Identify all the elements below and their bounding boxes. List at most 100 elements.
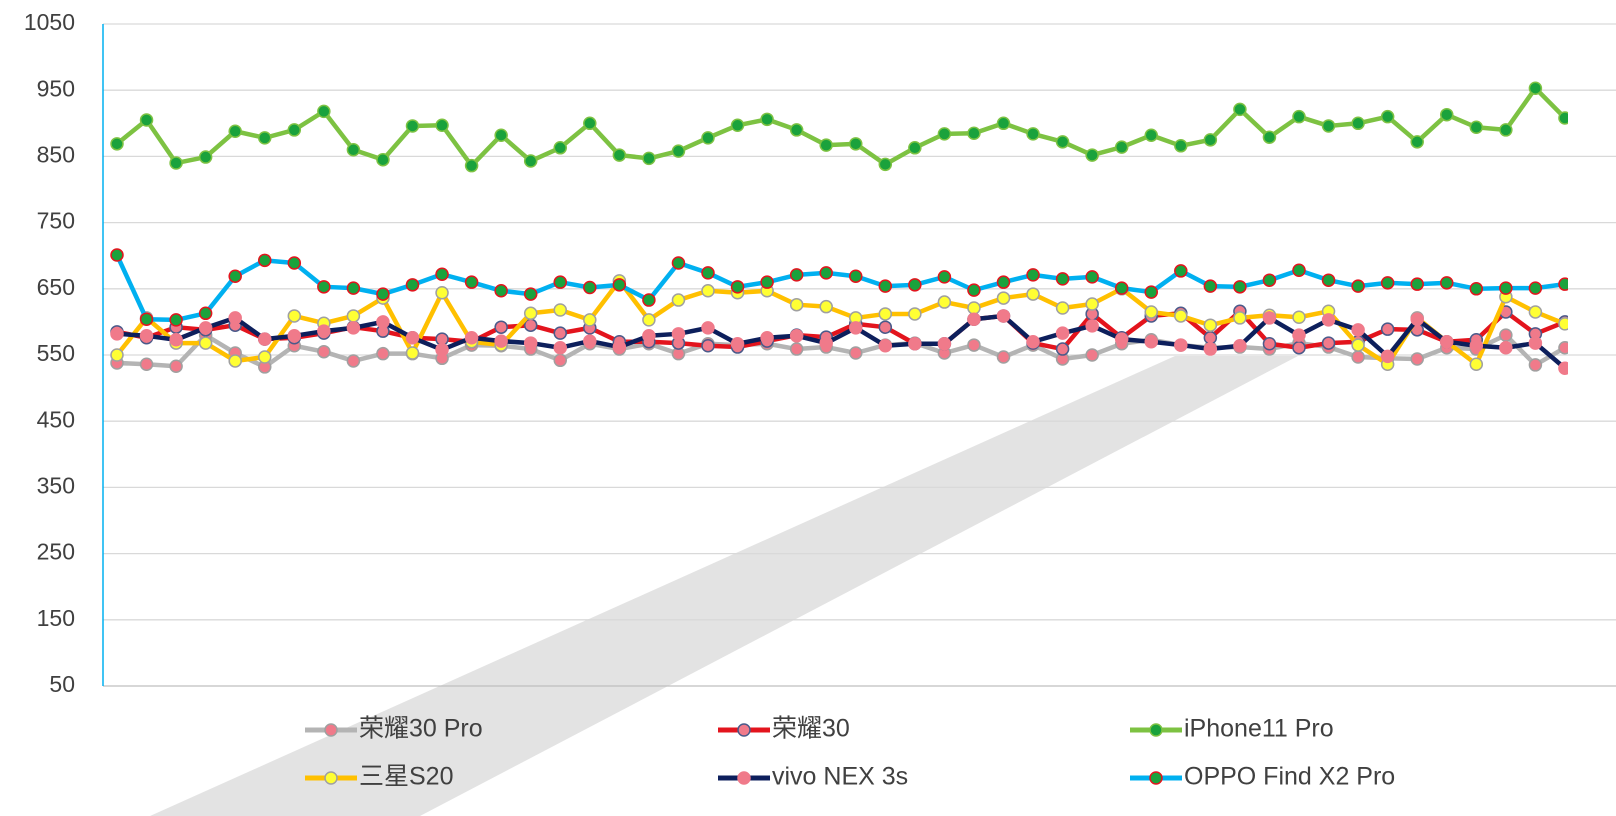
point bbox=[671, 327, 686, 341]
point bbox=[1233, 338, 1247, 353]
point bbox=[789, 297, 804, 312]
point bbox=[967, 126, 981, 140]
legend-label: 荣耀30 bbox=[772, 715, 850, 743]
point bbox=[1351, 323, 1365, 337]
point bbox=[1351, 338, 1365, 352]
point bbox=[1410, 352, 1424, 366]
point bbox=[642, 313, 656, 327]
point bbox=[701, 284, 715, 298]
point bbox=[849, 269, 863, 283]
point bbox=[228, 124, 242, 138]
point bbox=[494, 320, 508, 334]
point bbox=[169, 313, 183, 327]
point bbox=[996, 291, 1011, 305]
point bbox=[553, 303, 567, 317]
point bbox=[1233, 311, 1247, 325]
point bbox=[494, 128, 508, 142]
point bbox=[1055, 326, 1070, 340]
point bbox=[317, 324, 331, 338]
point bbox=[1262, 130, 1277, 144]
legend-label: 荣耀30 Pro bbox=[359, 715, 483, 743]
point bbox=[1026, 287, 1040, 301]
y-tick-label: 250 bbox=[37, 539, 75, 565]
point bbox=[287, 256, 302, 270]
point bbox=[1203, 318, 1218, 332]
point bbox=[730, 336, 745, 351]
point bbox=[494, 334, 508, 348]
point bbox=[1351, 116, 1365, 131]
point bbox=[553, 275, 567, 289]
point bbox=[464, 275, 479, 289]
point bbox=[405, 346, 420, 360]
point bbox=[405, 331, 420, 345]
point bbox=[1292, 263, 1306, 278]
point bbox=[849, 346, 863, 360]
legend-marker bbox=[324, 723, 338, 737]
point bbox=[1380, 276, 1395, 290]
legend-label: vivo NEX 3s bbox=[772, 763, 908, 791]
point bbox=[1499, 281, 1513, 295]
point bbox=[1469, 282, 1484, 296]
point bbox=[1085, 270, 1099, 284]
point bbox=[1233, 102, 1247, 117]
point bbox=[789, 329, 804, 343]
point bbox=[1026, 268, 1040, 282]
y-tick-label: 50 bbox=[49, 671, 75, 697]
point bbox=[464, 331, 479, 345]
point bbox=[1528, 305, 1543, 319]
point bbox=[553, 141, 567, 155]
point bbox=[1410, 135, 1424, 149]
point bbox=[110, 348, 124, 362]
point bbox=[583, 116, 597, 131]
point bbox=[967, 338, 981, 352]
point bbox=[878, 320, 893, 334]
point bbox=[996, 275, 1011, 289]
point bbox=[1292, 340, 1306, 355]
point bbox=[1351, 350, 1365, 364]
point bbox=[317, 104, 331, 119]
point bbox=[376, 287, 390, 301]
point bbox=[1558, 111, 1568, 125]
point bbox=[1410, 277, 1424, 291]
point bbox=[169, 359, 183, 374]
point bbox=[1321, 273, 1336, 287]
point bbox=[1499, 123, 1513, 137]
point bbox=[583, 280, 597, 295]
point bbox=[405, 278, 420, 292]
point bbox=[110, 137, 124, 151]
point bbox=[287, 309, 302, 323]
point bbox=[1528, 81, 1543, 95]
point bbox=[1321, 336, 1336, 350]
y-tick-label: 550 bbox=[37, 340, 75, 366]
point bbox=[583, 334, 597, 348]
point bbox=[228, 354, 242, 368]
point bbox=[139, 113, 154, 127]
point bbox=[258, 253, 272, 268]
point bbox=[435, 267, 449, 281]
point bbox=[1174, 264, 1188, 278]
point bbox=[1085, 297, 1099, 311]
point bbox=[1144, 305, 1158, 319]
point bbox=[198, 306, 213, 321]
point bbox=[967, 301, 981, 315]
point bbox=[435, 286, 449, 300]
point bbox=[169, 156, 183, 170]
point bbox=[1499, 340, 1513, 355]
point bbox=[612, 340, 627, 354]
point bbox=[346, 354, 361, 368]
point bbox=[258, 131, 272, 145]
point bbox=[1174, 338, 1188, 352]
series-line bbox=[116, 332, 1567, 370]
point bbox=[435, 342, 449, 357]
point bbox=[464, 158, 479, 173]
point bbox=[346, 143, 361, 157]
point bbox=[701, 338, 715, 353]
point bbox=[760, 331, 774, 345]
point bbox=[642, 329, 656, 343]
point bbox=[376, 315, 390, 329]
point bbox=[671, 256, 686, 270]
point bbox=[1174, 309, 1188, 323]
plot-area bbox=[110, 81, 1568, 375]
point bbox=[789, 123, 804, 137]
point bbox=[1292, 310, 1306, 325]
